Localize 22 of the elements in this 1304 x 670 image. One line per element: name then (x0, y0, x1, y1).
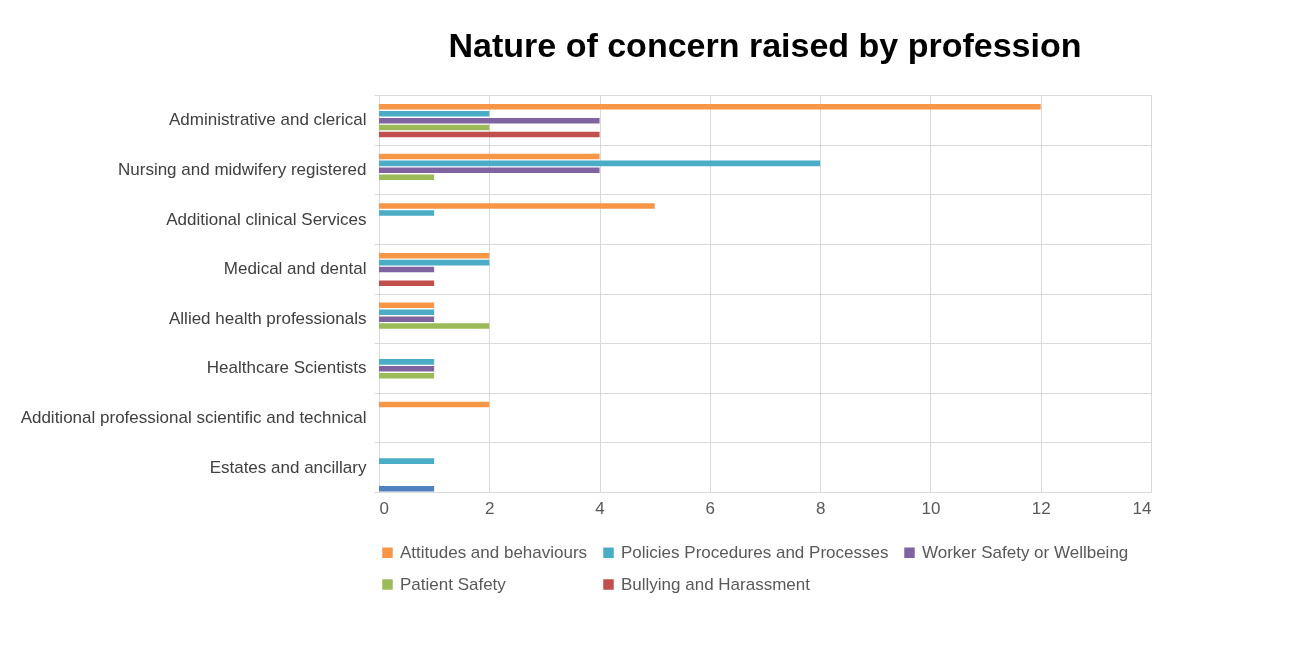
legend-label: Bullying and Harassment (621, 574, 811, 594)
y-tick-label: Additional clinical Services (166, 209, 367, 229)
legend-label: Attitudes and behaviours (400, 542, 588, 562)
y-tick-label: Estates and ancillary (209, 457, 367, 477)
y-tick-label: Healthcare Scientists (206, 358, 367, 378)
chart-title: Nature of concern raised by profession (448, 26, 1082, 64)
y-tick-label: Medical and dental (223, 259, 367, 279)
y-tick-label: Nursing and midwifery registered (118, 159, 367, 179)
x-tick-label: 4 (595, 498, 605, 518)
legend-label: Worker Safety or Wellbeing (922, 542, 1129, 562)
x-tick-label: 10 (921, 498, 941, 518)
x-tick-label: 0 (379, 498, 389, 518)
x-tick-label: 8 (815, 498, 826, 518)
x-tick-label: 6 (705, 498, 716, 518)
x-tick-label: 12 (1031, 498, 1051, 518)
x-tick-label: 2 (485, 498, 495, 518)
y-tick-label: Additional professional scientific and technical (20, 408, 367, 428)
legend-label: Patient Safety (400, 574, 507, 594)
y-tick-label: Administrative and clerical (169, 110, 367, 130)
y-tick-label: Allied health professionals (168, 308, 367, 328)
x-tick-label: 14 (1132, 498, 1152, 518)
legend-label: Policies Procedures and Processes (621, 542, 889, 562)
